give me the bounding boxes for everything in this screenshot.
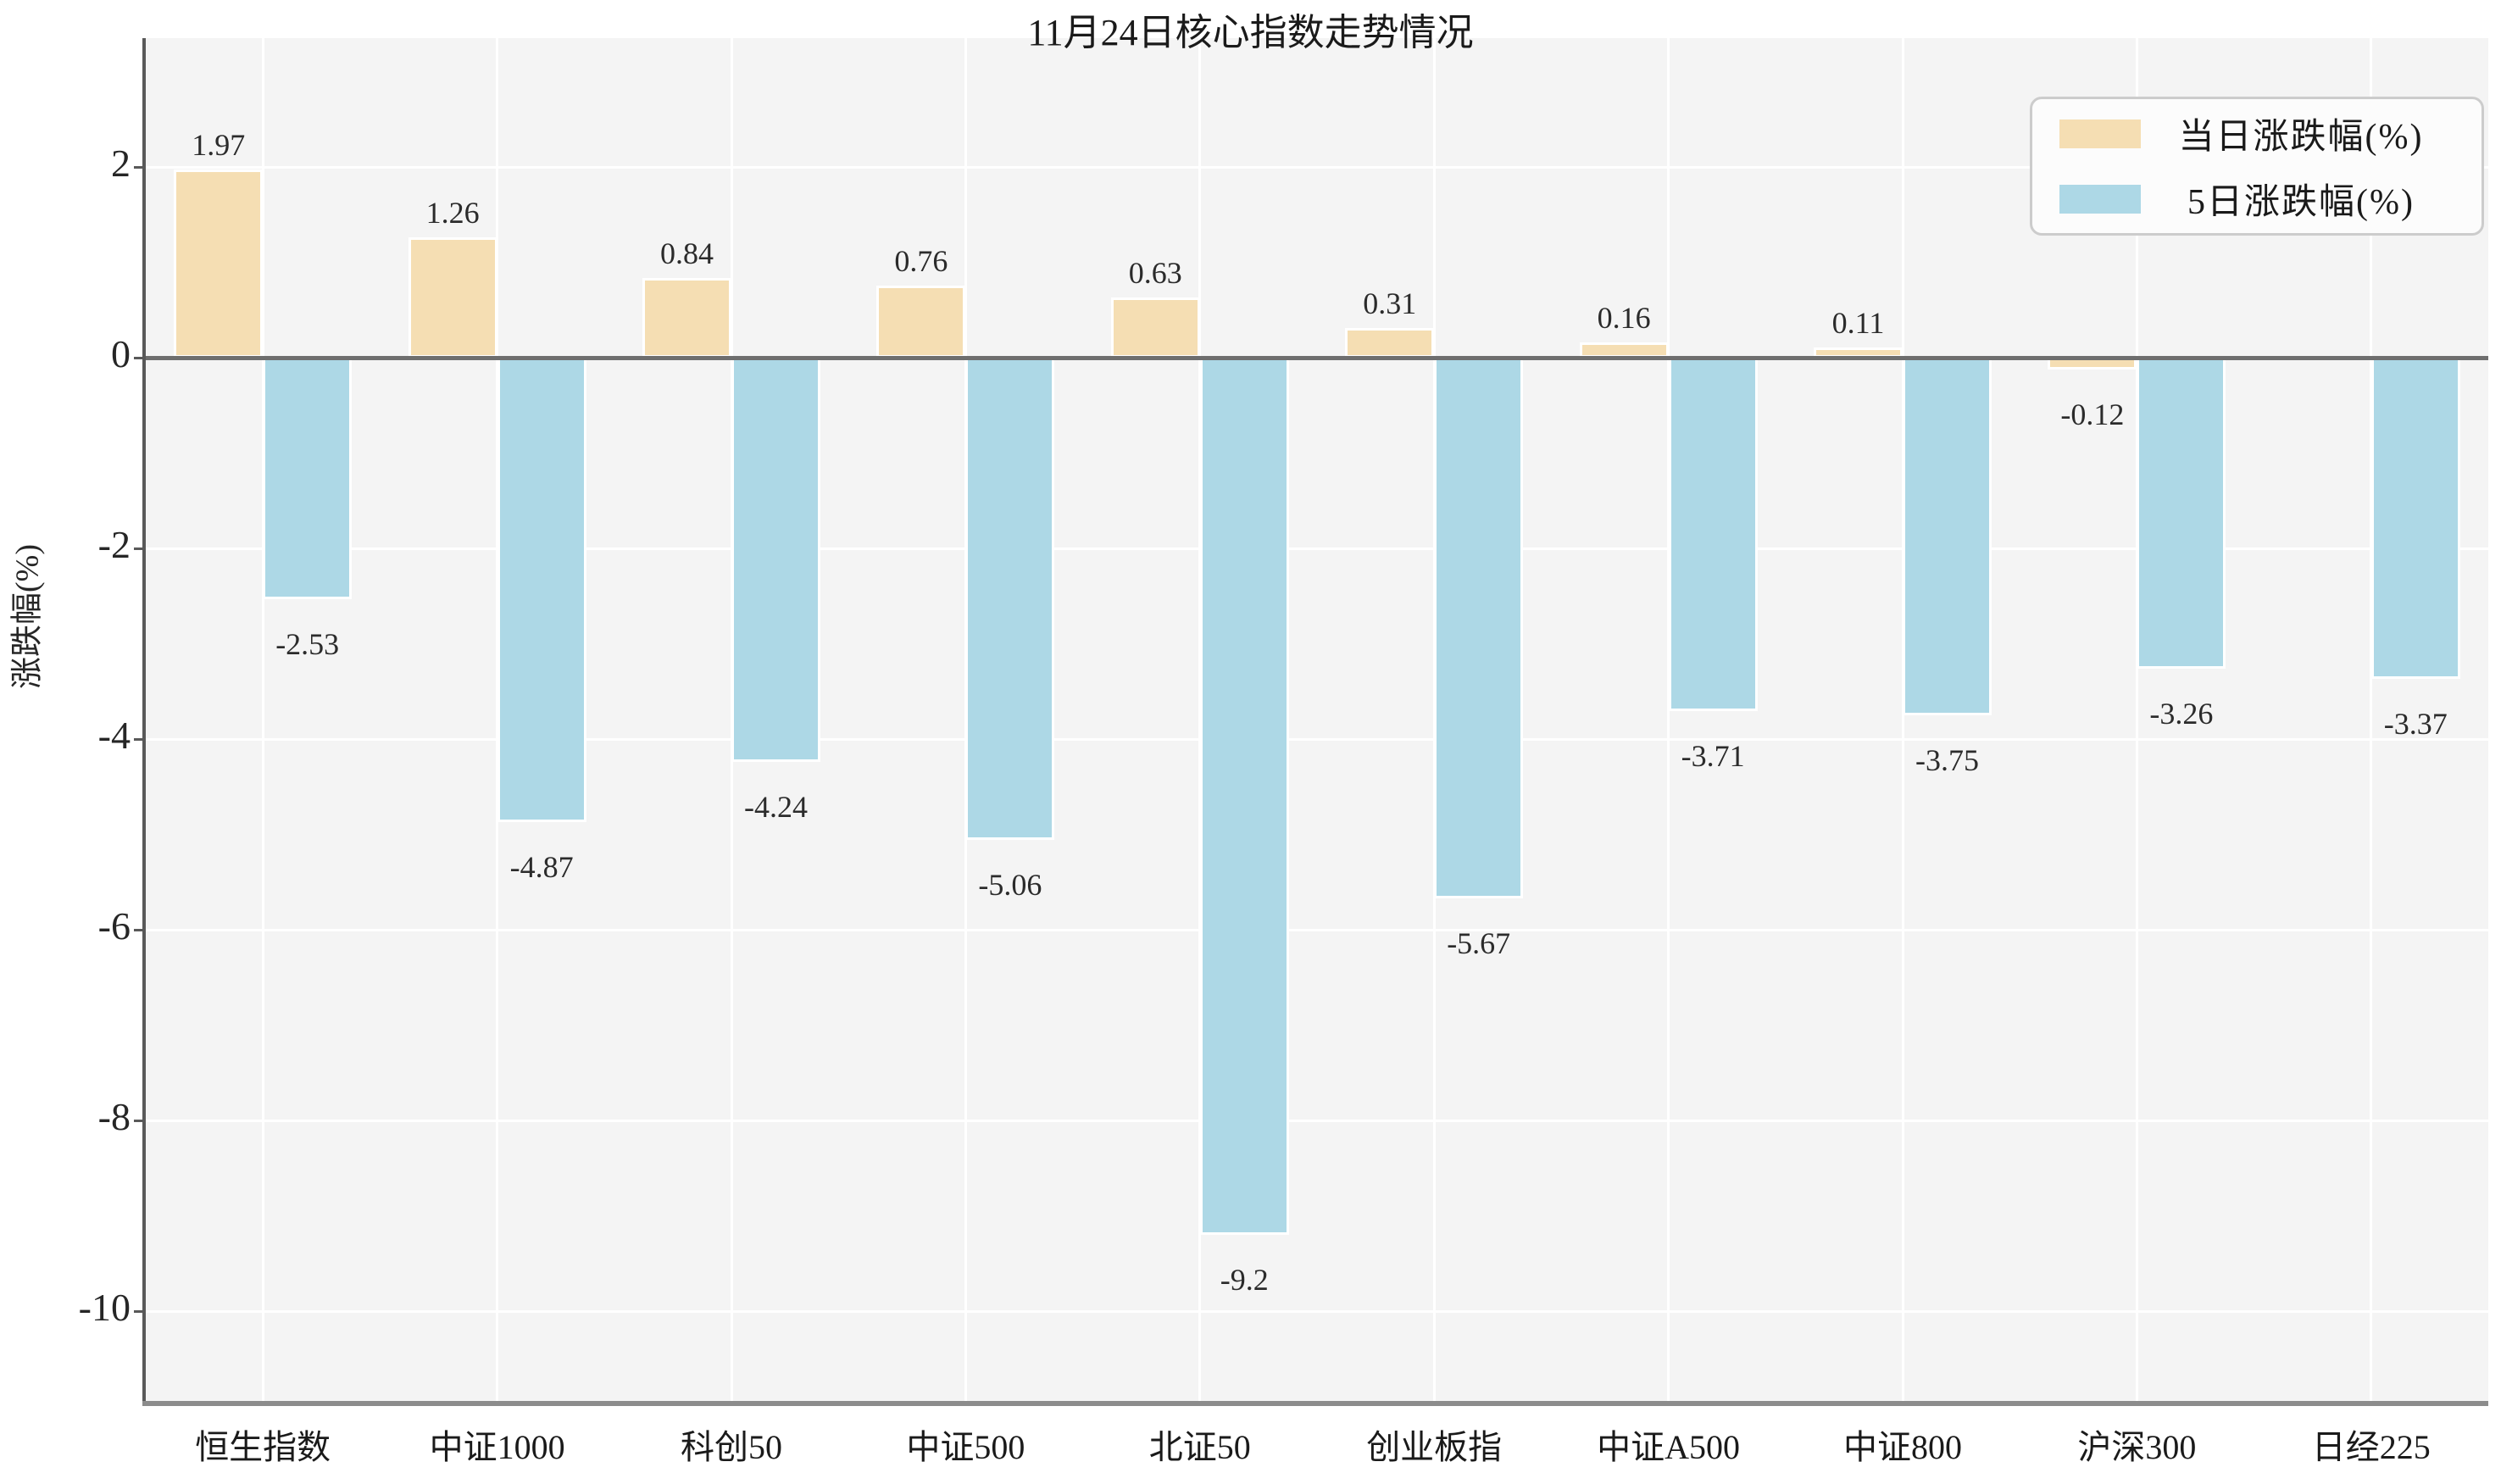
y-tick-label: -4 bbox=[97, 714, 131, 757]
bar-5day bbox=[965, 358, 1055, 841]
gridline-horizontal bbox=[146, 928, 2488, 931]
bar-value-label: -2.53 bbox=[275, 626, 340, 661]
bar-5day bbox=[1199, 358, 1289, 1235]
y-tick-label: -2 bbox=[97, 523, 131, 566]
bar-5day bbox=[1903, 358, 1992, 715]
y-tick-label: 0 bbox=[111, 332, 131, 375]
bar-5day bbox=[1434, 358, 1524, 898]
legend-swatch-5day bbox=[2059, 184, 2141, 214]
x-tick-label: 北证50 bbox=[1148, 1428, 1251, 1466]
bar-daily bbox=[408, 237, 497, 358]
legend-row-5day: 5日涨跌幅(%) bbox=[2053, 173, 2461, 225]
x-tick-label: 中证A500 bbox=[1597, 1428, 1741, 1466]
bar-daily bbox=[1345, 328, 1435, 358]
y-axis-label: 涨跌幅(%) bbox=[9, 544, 46, 689]
legend-label-5day: 5日涨跌幅(%) bbox=[2187, 183, 2415, 222]
bar-daily bbox=[876, 285, 966, 358]
bar-value-label: 0.11 bbox=[1831, 305, 1885, 340]
bar-value-label: -3.71 bbox=[1681, 739, 1745, 774]
bar-value-label: 1.97 bbox=[192, 128, 246, 163]
bar-5day bbox=[263, 358, 353, 599]
bar-value-label: -5.06 bbox=[978, 868, 1042, 903]
bar-value-label: -3.75 bbox=[1915, 742, 1979, 777]
bar-daily bbox=[1110, 297, 1200, 358]
x-tick-label: 恒生指数 bbox=[195, 1428, 331, 1466]
legend: 当日涨跌幅(%) 5日涨跌幅(%) bbox=[2030, 97, 2484, 236]
x-tick-label: 中证1000 bbox=[429, 1428, 565, 1466]
bar-value-label: -3.26 bbox=[2149, 696, 2214, 731]
bar-value-label: 0.84 bbox=[660, 236, 714, 270]
legend-swatch-daily bbox=[2059, 119, 2141, 148]
y-tick-mark bbox=[134, 356, 146, 359]
bar-5day bbox=[2137, 358, 2226, 669]
gridline-horizontal bbox=[146, 737, 2488, 741]
chart-title: 11月24日核心指数走势情况 bbox=[1027, 12, 1474, 53]
gridline-vertical bbox=[1901, 38, 1904, 1401]
gridline-vertical bbox=[261, 38, 264, 1401]
gridline-vertical bbox=[2135, 38, 2138, 1401]
bar-value-label: 0.76 bbox=[894, 243, 948, 278]
y-tick-mark bbox=[134, 1119, 146, 1122]
bar-daily bbox=[642, 277, 731, 358]
bar-value-label: 0.31 bbox=[1363, 286, 1417, 321]
y-tick-label: -8 bbox=[97, 1095, 131, 1138]
bar-daily bbox=[174, 170, 264, 358]
legend-row-daily: 当日涨跌幅(%) bbox=[2053, 108, 2461, 159]
bar-5day bbox=[1668, 358, 1758, 712]
x-tick-label: 日经225 bbox=[2311, 1428, 2431, 1466]
y-tick-mark bbox=[134, 165, 146, 169]
y-tick-mark bbox=[134, 1309, 146, 1313]
gridline-horizontal bbox=[146, 1119, 2488, 1122]
y-tick-label: 2 bbox=[111, 142, 131, 185]
bar-value-label: -5.67 bbox=[1447, 925, 1511, 960]
bar-value-label: 1.26 bbox=[425, 196, 480, 231]
gridline-horizontal bbox=[146, 165, 2488, 169]
y-tick-mark bbox=[134, 737, 146, 741]
x-tick-label: 沪深300 bbox=[2077, 1428, 2197, 1466]
bar-value-label: -4.24 bbox=[744, 790, 808, 824]
y-tick-mark bbox=[134, 928, 146, 931]
bar-5day bbox=[497, 358, 586, 822]
bar-value-label: -9.2 bbox=[1220, 1263, 1269, 1297]
zero-line bbox=[146, 355, 2488, 360]
gridline-vertical bbox=[1667, 38, 1670, 1401]
axis-spine-left bbox=[142, 38, 146, 1401]
bar-value-label: -3.37 bbox=[2383, 707, 2448, 742]
y-tick-label: -6 bbox=[97, 904, 131, 948]
bar-value-label: 0.16 bbox=[1597, 301, 1651, 335]
gridline-horizontal bbox=[146, 1309, 2488, 1313]
bar-value-label: -4.87 bbox=[509, 849, 574, 884]
bar-5day bbox=[731, 358, 820, 762]
gridline-horizontal bbox=[146, 547, 2488, 550]
bar-value-label: -0.12 bbox=[2060, 397, 2125, 431]
axis-spine-bottom bbox=[142, 1401, 2488, 1406]
x-tick-label: 中证500 bbox=[906, 1428, 1025, 1466]
gridline-vertical bbox=[2370, 38, 2373, 1401]
bar-5day bbox=[2370, 358, 2460, 680]
bar-value-label: 0.63 bbox=[1128, 256, 1182, 291]
x-tick-label: 中证800 bbox=[1842, 1428, 1962, 1466]
y-tick-mark bbox=[134, 547, 146, 550]
x-tick-label: 创业板指 bbox=[1366, 1428, 1503, 1466]
legend-label-daily: 当日涨跌幅(%) bbox=[2178, 118, 2424, 157]
y-tick-label: -10 bbox=[78, 1286, 131, 1329]
x-tick-label: 科创50 bbox=[680, 1428, 782, 1466]
